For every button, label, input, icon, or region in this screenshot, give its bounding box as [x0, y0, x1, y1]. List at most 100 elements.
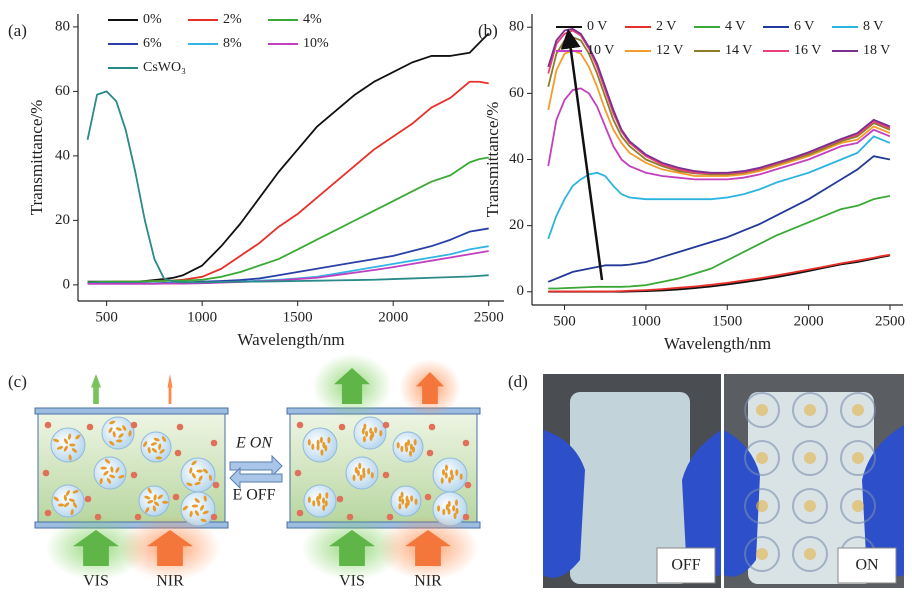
logo-center: [756, 548, 768, 560]
y-tick-label: 80: [509, 19, 524, 35]
y-tick-label: 20: [509, 217, 524, 233]
light-arrow: [329, 530, 375, 566]
lc-molecule: [208, 474, 213, 481]
lc-molecule: [407, 439, 411, 446]
lc-molecule: [459, 473, 463, 480]
logo-center: [756, 500, 768, 512]
lc-molecule: [109, 474, 116, 479]
y-tick-label: 40: [509, 151, 524, 167]
panel-label: (b): [478, 21, 498, 40]
lc-molecule: [202, 510, 209, 515]
lc-molecule: [324, 445, 328, 452]
light-arrow: [167, 374, 173, 404]
nanoparticle: [176, 423, 184, 431]
lc-molecule: [401, 498, 405, 505]
nanoparticle: [172, 493, 180, 501]
lc-molecule: [307, 496, 311, 503]
panel-label: (c): [8, 372, 27, 391]
diagram: (c) E ON E OFF VIS NIR VIS NIR: [8, 353, 481, 590]
lc-molecule: [200, 504, 205, 511]
lc-molecule: [53, 438, 60, 443]
lc-molecule: [72, 489, 79, 494]
lc-molecule: [322, 497, 326, 504]
lc-molecule: [410, 495, 414, 502]
glove: [682, 430, 721, 576]
nanoparticle: [296, 509, 304, 517]
lc-molecule: [186, 482, 193, 487]
lc-molecule: [143, 441, 148, 447]
nanoparticle: [462, 439, 470, 447]
lc-molecule: [318, 493, 322, 500]
lc-molecule: [379, 430, 383, 437]
lc-molecule: [56, 446, 64, 450]
x-tick-label: 1000: [631, 313, 661, 329]
y-tick-label: 20: [55, 212, 70, 228]
logo: [744, 536, 780, 572]
glove: [862, 425, 904, 577]
lc-molecule: [202, 468, 209, 474]
lc-molecule: [110, 466, 114, 473]
lc-molecule: [68, 498, 75, 503]
y-tick-label: 60: [55, 83, 70, 99]
logo: [744, 488, 780, 524]
lc-molecule: [106, 478, 112, 484]
lc-molecule: [404, 502, 408, 509]
lc-molecule: [159, 448, 165, 454]
x-tick-label: 2000: [378, 309, 408, 325]
lc-molecule: [145, 507, 150, 513]
legend-label: 4 V: [725, 19, 745, 34]
light-arrow: [416, 372, 444, 404]
nanoparticle: [336, 495, 344, 503]
nanoparticle: [382, 421, 390, 429]
lc-molecule: [455, 499, 459, 506]
substrate: [286, 407, 481, 415]
legend-label: 4%: [303, 12, 322, 27]
label-box: [656, 547, 716, 584]
lc-molecule: [189, 510, 193, 518]
lc-molecule: [404, 441, 408, 449]
lc-molecule: [112, 431, 116, 438]
legend-label: 8 V: [863, 19, 883, 34]
lc-molecule: [161, 500, 169, 504]
substrate: [34, 407, 229, 415]
lc-molecule: [104, 458, 111, 464]
nanoparticle: [464, 481, 472, 489]
logo-center: [852, 404, 864, 416]
nanoparticle: [424, 493, 432, 501]
lc-molecule: [147, 500, 154, 504]
nanoparticle: [84, 495, 92, 503]
logo: [744, 440, 780, 476]
lc-molecule: [63, 494, 67, 502]
series-line: [547, 27, 891, 174]
lc-molecule: [115, 467, 120, 473]
lc-molecule: [354, 466, 358, 474]
off-label: OFF: [671, 557, 700, 574]
lc-molecule: [413, 439, 417, 446]
lc-molecule: [409, 450, 413, 457]
film: [748, 392, 874, 584]
lc-molecule: [198, 475, 203, 482]
x-tick-label: 2000: [794, 313, 824, 329]
series-line: [87, 250, 489, 285]
lc-molecule: [103, 470, 109, 476]
chart: (b) 0 20 40 60 80 500 1000 1500 2000 2500 Wavelengt…: [478, 14, 905, 353]
lc-molecule: [414, 498, 418, 505]
lc-molecule: [369, 434, 373, 441]
lc-molecule: [319, 436, 323, 444]
nanoparticle: [210, 439, 218, 447]
legend-label: 8%: [223, 36, 242, 51]
logo: [792, 392, 828, 428]
lc-molecule: [447, 500, 451, 508]
lc-molecule: [444, 464, 448, 471]
series-line: [87, 80, 489, 284]
y-tick-label: 60: [509, 85, 524, 101]
series-line: [87, 227, 489, 285]
label-box: [837, 547, 897, 584]
lc-molecule: [400, 445, 404, 453]
x-tick-label: 2500: [875, 313, 905, 329]
legend-label: 18 V: [863, 43, 890, 58]
lc-molecule: [358, 462, 362, 470]
logo-center: [852, 500, 864, 512]
y-tick-label: 80: [55, 18, 70, 34]
